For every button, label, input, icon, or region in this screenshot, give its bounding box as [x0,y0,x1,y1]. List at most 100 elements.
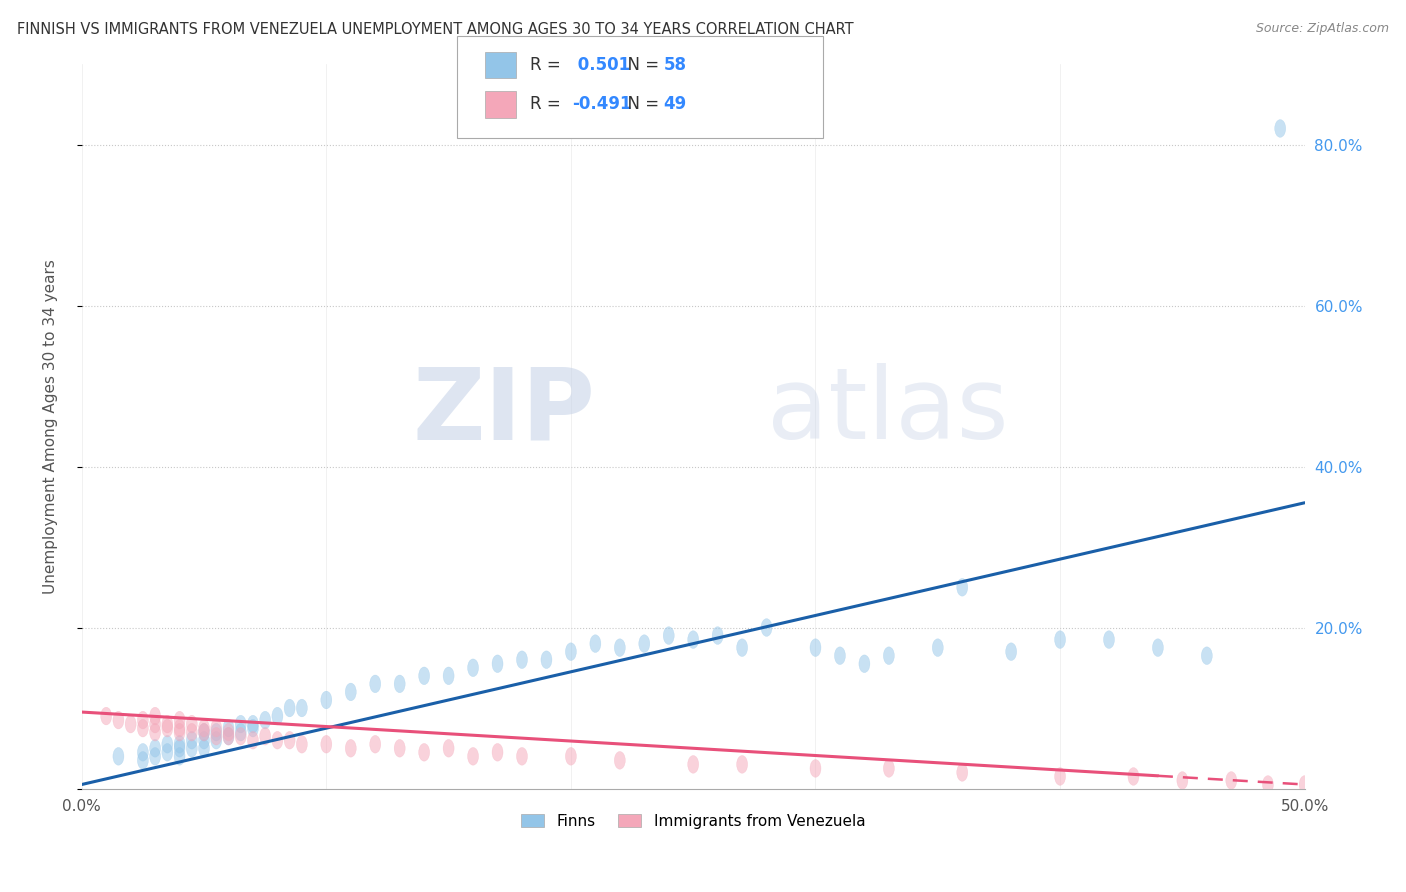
Legend: Finns, Immigrants from Venezuela: Finns, Immigrants from Venezuela [515,808,872,835]
Ellipse shape [211,731,222,749]
Text: 0.501: 0.501 [572,56,630,74]
Ellipse shape [419,743,430,761]
Ellipse shape [370,735,381,753]
Ellipse shape [162,743,173,761]
Ellipse shape [211,719,222,737]
Ellipse shape [638,635,650,652]
Text: R =: R = [530,95,567,113]
Ellipse shape [284,731,295,749]
Ellipse shape [149,747,160,765]
Ellipse shape [394,739,405,757]
Ellipse shape [297,735,308,753]
Ellipse shape [224,719,233,737]
Ellipse shape [664,627,675,644]
Ellipse shape [761,619,772,636]
Ellipse shape [321,735,332,753]
Ellipse shape [468,747,478,765]
Ellipse shape [810,639,821,657]
Ellipse shape [112,711,124,729]
Ellipse shape [541,651,553,669]
Text: R =: R = [530,56,567,74]
Ellipse shape [883,647,894,665]
Ellipse shape [810,760,821,777]
Ellipse shape [186,731,197,749]
Text: -0.491: -0.491 [572,95,631,113]
Ellipse shape [737,639,748,657]
Ellipse shape [260,727,271,745]
Ellipse shape [125,715,136,733]
Text: Source: ZipAtlas.com: Source: ZipAtlas.com [1256,22,1389,36]
Ellipse shape [224,723,233,741]
Ellipse shape [174,747,186,765]
Ellipse shape [138,743,149,761]
Ellipse shape [198,723,209,741]
Ellipse shape [149,723,160,741]
Ellipse shape [284,699,295,717]
Ellipse shape [271,707,283,725]
Ellipse shape [859,655,870,673]
Ellipse shape [370,675,381,693]
Text: N =: N = [617,56,665,74]
Ellipse shape [883,760,894,777]
Ellipse shape [224,727,233,745]
Ellipse shape [235,727,246,745]
Ellipse shape [149,707,160,725]
Ellipse shape [713,627,723,644]
Ellipse shape [468,659,478,677]
Ellipse shape [186,715,197,733]
Ellipse shape [516,747,527,765]
Ellipse shape [162,735,173,753]
Ellipse shape [138,719,149,737]
Ellipse shape [1005,643,1017,661]
Ellipse shape [443,667,454,685]
Ellipse shape [1153,639,1163,657]
Text: FINNISH VS IMMIGRANTS FROM VENEZUELA UNEMPLOYMENT AMONG AGES 30 TO 34 YEARS CORR: FINNISH VS IMMIGRANTS FROM VENEZUELA UNE… [17,22,853,37]
Text: 49: 49 [664,95,688,113]
Ellipse shape [247,715,259,733]
Ellipse shape [138,751,149,769]
Ellipse shape [1275,120,1285,137]
Ellipse shape [1263,776,1274,793]
Ellipse shape [198,731,209,749]
Ellipse shape [198,739,209,757]
Ellipse shape [1226,772,1237,789]
Ellipse shape [1104,631,1115,648]
Ellipse shape [591,635,600,652]
Ellipse shape [688,631,699,648]
Ellipse shape [346,683,356,701]
Ellipse shape [235,723,246,741]
Ellipse shape [1128,768,1139,785]
Ellipse shape [1201,647,1212,665]
Ellipse shape [162,715,173,733]
Ellipse shape [1299,776,1310,793]
Ellipse shape [198,723,209,741]
Text: atlas: atlas [766,363,1008,460]
Ellipse shape [149,715,160,733]
Text: ZIP: ZIP [412,363,595,460]
Ellipse shape [247,731,259,749]
Ellipse shape [186,739,197,757]
Ellipse shape [112,747,124,765]
Ellipse shape [198,719,209,737]
Ellipse shape [614,751,626,769]
Ellipse shape [394,675,405,693]
Ellipse shape [224,727,233,745]
Ellipse shape [956,578,967,596]
Ellipse shape [834,647,845,665]
Ellipse shape [247,719,259,737]
Text: 58: 58 [664,56,686,74]
Ellipse shape [235,715,246,733]
Ellipse shape [614,639,626,657]
Ellipse shape [297,699,308,717]
Ellipse shape [346,739,356,757]
Ellipse shape [174,735,186,753]
Ellipse shape [174,711,186,729]
Y-axis label: Unemployment Among Ages 30 to 34 years: Unemployment Among Ages 30 to 34 years [44,259,58,594]
Ellipse shape [260,711,271,729]
Ellipse shape [174,719,186,737]
Ellipse shape [186,723,197,741]
Ellipse shape [271,731,283,749]
Ellipse shape [492,655,503,673]
Ellipse shape [565,747,576,765]
Ellipse shape [174,723,186,741]
